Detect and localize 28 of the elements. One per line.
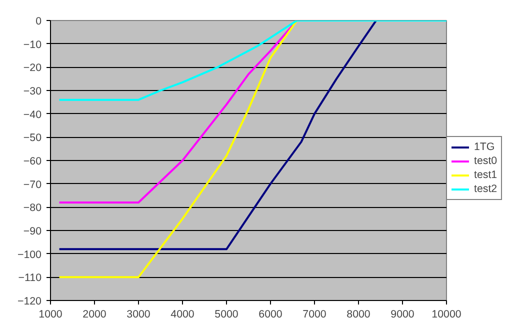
legend-label: test1: [474, 169, 498, 181]
y-tick-label: −100: [17, 248, 42, 261]
y-tick-label: −40: [23, 108, 42, 121]
x-tick-label: 8000: [346, 308, 370, 320]
x-tick-label: 1000: [38, 308, 62, 320]
y-tick-label: −10: [23, 38, 42, 51]
x-tick-label: 3000: [126, 308, 150, 320]
y-tick-label: −70: [23, 178, 42, 191]
y-tick-label: 0: [36, 16, 42, 28]
x-tick-label: 2000: [82, 308, 106, 320]
legend-label: test2: [474, 183, 498, 195]
legend-label: 1TG: [474, 141, 495, 153]
x-tick-label: 5000: [214, 308, 238, 320]
y-tick-label: −120: [17, 296, 42, 308]
y-tick-label: −110: [18, 272, 42, 284]
y-tick-label: −20: [23, 62, 42, 74]
y-tick-label: −50: [23, 132, 42, 144]
y-tick-label: −60: [23, 156, 42, 168]
legend-label: test0: [474, 155, 498, 167]
y-tick-label: −80: [23, 202, 42, 214]
line-series: [58, 20, 446, 101]
x-tick-label: 9000: [390, 308, 414, 320]
y-tick-label: −90: [23, 226, 42, 238]
x-tick-label: 7000: [302, 308, 326, 320]
x-tick-label: 6000: [258, 308, 282, 320]
y-tick-label: −30: [23, 86, 42, 98]
x-tick-label: 4000: [170, 308, 194, 320]
x-tick-label: 10000: [432, 308, 462, 320]
